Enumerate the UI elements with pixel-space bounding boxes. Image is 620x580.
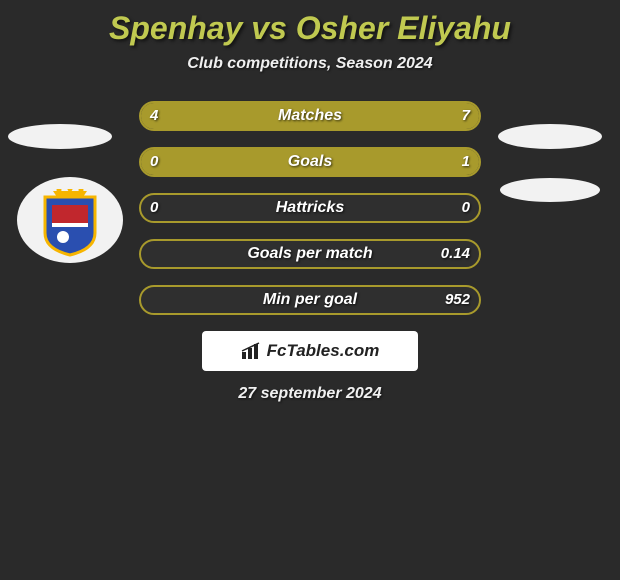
stat-label: Hattricks (139, 193, 481, 223)
page-title: Spenhay vs Osher Eliyahu (0, 0, 620, 47)
stat-row: 952Min per goal (0, 285, 620, 315)
bars-icon (241, 342, 263, 360)
brand-text: FcTables.com (267, 341, 380, 361)
stats-comparison: 47Matches 01Goals 00Hattricks 0.14Goals per… (0, 101, 620, 315)
subtitle: Club competitions, Season 2024 (0, 55, 620, 73)
stat-row: 01Goals (0, 147, 620, 177)
stat-label: Min per goal (139, 285, 481, 315)
stat-row: 0.14Goals per match (0, 239, 620, 269)
stat-label: Goals per match (139, 239, 481, 269)
stat-row: 47Matches (0, 101, 620, 131)
fctables-brand: FcTables.com (202, 331, 418, 371)
stat-row: 00Hattricks (0, 193, 620, 223)
date-text: 27 september 2024 (0, 385, 620, 403)
stat-label: Matches (139, 101, 481, 131)
stat-label: Goals (139, 147, 481, 177)
